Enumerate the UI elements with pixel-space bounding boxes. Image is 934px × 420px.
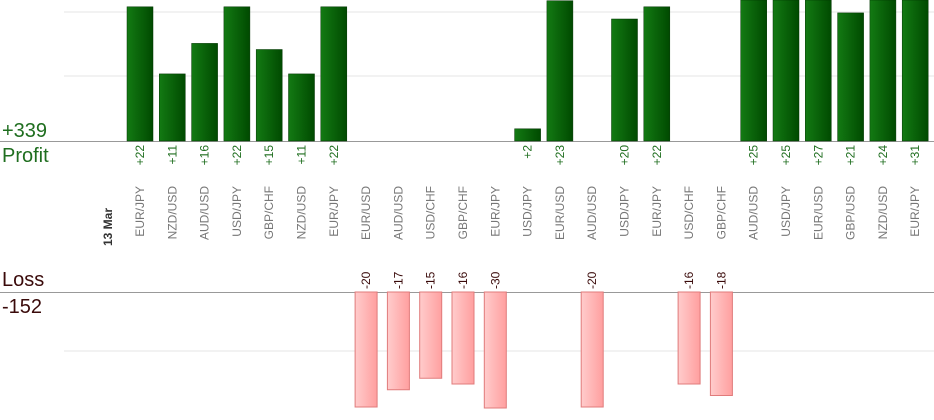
category-label: AUD/USD [747, 186, 761, 240]
category-label: EUR/USD [359, 186, 373, 240]
profit-bar [320, 6, 348, 142]
profit-value-label: +22 [133, 145, 147, 166]
profit-bar [546, 0, 574, 142]
profit-total: +339 [2, 120, 48, 142]
loss-value-label: -20 [359, 271, 373, 289]
category-label: EUR/JPY [908, 186, 922, 237]
profit-value-label: +25 [779, 145, 793, 166]
loss-value-label: -16 [456, 271, 470, 289]
category-label: USD/JPY [521, 186, 535, 237]
category-label: USD/JPY [779, 186, 793, 237]
profit-value-label: +11 [295, 145, 309, 165]
loss-value-label: -20 [585, 271, 599, 289]
profit-bar [837, 12, 864, 142]
category-label: EUR/JPY [327, 186, 341, 237]
profit-bar [869, 0, 897, 142]
category-label: GBP/CHF [714, 186, 728, 239]
bar-labels: +22 +11 +16 +22 +15 +11 +22 -20 -17 -15 -16 -30 +2 +2… [133, 145, 922, 289]
profit-bar [901, 0, 929, 142]
loss-bar [677, 291, 701, 385]
profit-bar [805, 0, 832, 142]
profit-value-label: +22 [230, 145, 244, 166]
profit-value-label: +21 [844, 145, 858, 166]
loss-bar [451, 291, 475, 385]
category-label: EUR/JPY [650, 186, 664, 237]
loss-bar [709, 291, 733, 396]
profit-value-label: +31 [908, 145, 922, 166]
category-label: USD/JPY [230, 186, 244, 237]
category-label: NZD/USD [876, 186, 890, 240]
loss-value-label: -16 [682, 271, 696, 289]
profit-label: Profit [2, 145, 49, 167]
profit-bar [740, 0, 767, 142]
profit-bar [611, 18, 638, 142]
profit-bar [191, 43, 218, 142]
profit-bar [772, 0, 800, 142]
profit-bar [255, 49, 283, 142]
profit-bar [514, 128, 541, 142]
profit-value-label: +15 [262, 145, 276, 166]
loss-bar [354, 291, 378, 408]
profit-value-label: +25 [747, 145, 761, 166]
loss-bar [580, 291, 604, 408]
loss-label: Loss [2, 269, 45, 291]
category-label: NZD/USD [165, 186, 179, 240]
profit-value-label: +23 [553, 145, 567, 166]
category-label: USD/CHF [424, 186, 438, 239]
date-label: 13 Mar [101, 208, 115, 246]
category-label: EUR/JPY [488, 186, 502, 237]
profit-value-label: +27 [811, 145, 825, 166]
category-label: USD/JPY [618, 186, 632, 237]
profit-value-label: +20 [618, 145, 632, 166]
category-label: AUD/USD [585, 186, 599, 240]
category-labels: 13 Mar EUR/JPY NZD/USD AUD/USD USD/JPY GBP/C… [101, 186, 922, 246]
loss-value-label: -30 [488, 271, 502, 289]
loss-value-label: -18 [714, 271, 728, 289]
loss-value-label: -15 [424, 271, 438, 289]
category-label: EUR/USD [553, 186, 567, 240]
loss-value-label: -17 [391, 271, 405, 289]
loss-bar [419, 291, 443, 379]
profit-value-label: +16 [198, 145, 212, 166]
profit-bar [126, 6, 154, 142]
loss-total: -152 [2, 296, 43, 318]
category-label: GBP/CHF [262, 186, 276, 239]
category-label: USD/CHF [682, 186, 696, 239]
profit-value-label: +24 [876, 145, 890, 166]
profit-bar [223, 6, 251, 142]
profit-value-label: +2 [521, 145, 535, 159]
loss-bar [483, 291, 507, 409]
category-label: GBP/CHF [456, 186, 470, 239]
category-label: NZD/USD [295, 186, 309, 240]
profit-value-label: +22 [327, 145, 341, 166]
category-label: AUD/USD [391, 186, 405, 240]
category-label: EUR/USD [811, 186, 825, 240]
profit-value-label: +11 [165, 145, 179, 165]
category-label: GBP/USD [844, 186, 858, 240]
profit-bar [643, 6, 671, 142]
profit-value-label: +22 [650, 145, 664, 166]
bars [126, 0, 929, 409]
profit-bar [288, 73, 315, 142]
profit-bar [159, 73, 186, 142]
category-label: EUR/JPY [133, 186, 147, 237]
loss-bar [386, 291, 410, 391]
category-label: AUD/USD [198, 186, 212, 240]
